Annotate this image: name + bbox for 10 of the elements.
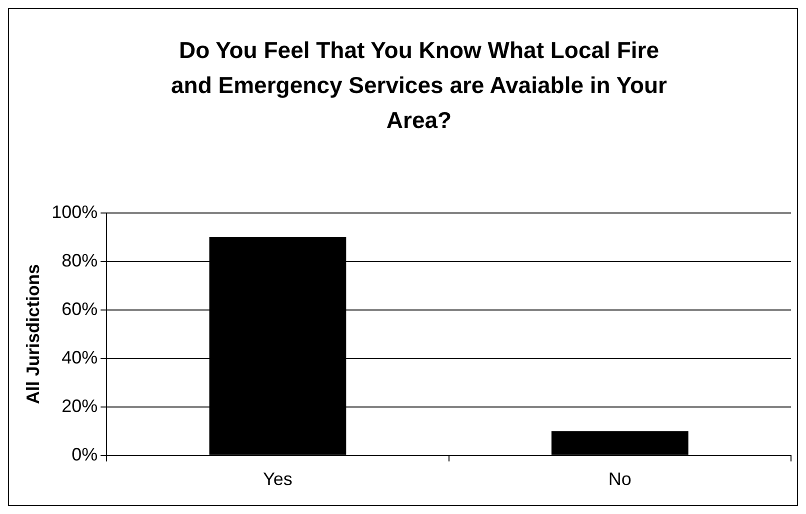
y-tick-label: 20% bbox=[62, 396, 98, 416]
y-tick-label: 40% bbox=[62, 347, 98, 368]
x-tick-label: No bbox=[608, 469, 632, 490]
y-tick-label: 0% bbox=[72, 444, 98, 464]
chart-title: Do You Feel That You Know What Local Fire and Emergency Services are Avaiable in Your Area? bbox=[170, 36, 668, 135]
y-tick-label: 100% bbox=[52, 202, 98, 222]
y-axis-title: All Jurisdictions bbox=[22, 264, 43, 404]
x-tick-label: Yes bbox=[263, 469, 292, 490]
y-tick-label: 60% bbox=[62, 298, 98, 319]
y-tick-label: 80% bbox=[62, 250, 98, 270]
